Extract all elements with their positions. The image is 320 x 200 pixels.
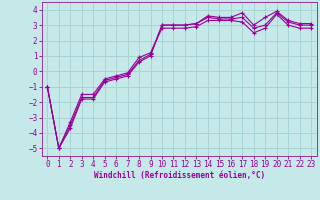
X-axis label: Windchill (Refroidissement éolien,°C): Windchill (Refroidissement éolien,°C) (94, 171, 265, 180)
